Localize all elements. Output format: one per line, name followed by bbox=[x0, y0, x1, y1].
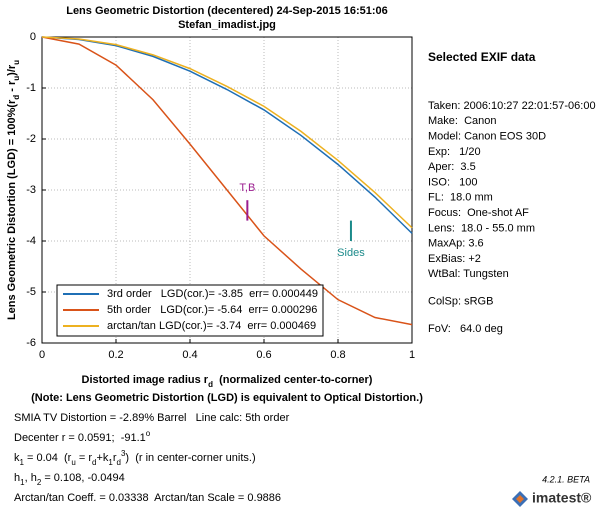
y-tick-label: -4 bbox=[26, 235, 36, 247]
text-part: )/r bbox=[6, 64, 18, 76]
exif-line: ExBias: +2 bbox=[428, 253, 481, 265]
result-line: Arctan/tan Coeff. = 0.03338 Arctan/tan S… bbox=[14, 492, 281, 504]
chart-title: Lens Geometric Distortion (decentered) 2… bbox=[66, 5, 388, 17]
text-part: Distorted image radius r bbox=[82, 374, 209, 386]
result-line: Decenter r = 0.0591; -91.1o bbox=[14, 429, 151, 444]
exif-line: Aper: 3.5 bbox=[428, 161, 476, 173]
text-part: Lens Geometric Distortion (LGD) = 100%(r bbox=[6, 99, 18, 320]
exif-line: Make: Canon bbox=[428, 115, 496, 127]
subscript: 2 bbox=[37, 478, 42, 487]
result-line: k1 = 0.04 (ru = rd+k1rd3) (r in center-c… bbox=[14, 449, 256, 467]
x-tick-label: 0.4 bbox=[182, 349, 197, 361]
x-tick-label: 0.2 bbox=[108, 349, 123, 361]
exif-line: Focus: One-shot AF bbox=[428, 207, 529, 219]
superscript: o bbox=[146, 429, 151, 438]
result-line: h1, h2 = 0.108, -0.0494 bbox=[14, 472, 125, 487]
y-tick-label: -2 bbox=[26, 133, 36, 145]
text-part: SMIA TV Distortion = -2.89% Barrel Line … bbox=[14, 412, 290, 424]
subscript: d bbox=[208, 380, 213, 389]
text-part: +k bbox=[96, 452, 108, 464]
y-tick-label: -5 bbox=[26, 286, 36, 298]
series-line bbox=[41, 36, 413, 234]
y-tick-label: -3 bbox=[26, 184, 36, 196]
text-part: = 0.108, -0.0494 bbox=[41, 472, 124, 484]
exif-line: ISO: 100 bbox=[428, 176, 478, 188]
subscript: 1 bbox=[20, 478, 25, 487]
text-part: h bbox=[14, 472, 20, 484]
plot-frame bbox=[41, 36, 413, 344]
x-axis-label: Distorted image radius rd (normalized ce… bbox=[82, 374, 373, 389]
exif-line: ColSp: sRGB bbox=[428, 296, 493, 308]
y-tick-label: 0 bbox=[30, 31, 36, 43]
exif-line: Taken: 2006:10:27 22:01:57-06:00 bbox=[428, 100, 596, 112]
exif-line: FoV: 64.0 deg bbox=[428, 323, 503, 335]
legend-label: 3rd order LGD(cor.)= -3.85 err= 0.000449 bbox=[107, 288, 318, 300]
legend-label: 5th order LGD(cor.)= -5.64 err= 0.000296 bbox=[107, 304, 317, 316]
text-part: r bbox=[113, 452, 117, 464]
text-part: Decenter r = 0.0591; -91.1 bbox=[14, 432, 146, 444]
superscript: 3 bbox=[121, 449, 126, 458]
exif-line: Lens: 18.0 - 55.0 mm bbox=[428, 222, 535, 234]
text-part: (normalized center-to-corner) bbox=[213, 374, 373, 386]
text-part: - r bbox=[6, 80, 18, 95]
text-part: , h bbox=[25, 472, 37, 484]
y-tick-label: -1 bbox=[26, 82, 36, 94]
x-tick-label: 1 bbox=[409, 349, 415, 361]
logo-icon-inner bbox=[516, 495, 524, 503]
series-line bbox=[41, 36, 413, 229]
x-tick-label: 0 bbox=[39, 349, 45, 361]
subscript: 1 bbox=[20, 458, 25, 467]
legend-box bbox=[56, 284, 324, 337]
subscript: d bbox=[92, 458, 96, 467]
exif-line: Model: Canon EOS 30D bbox=[428, 131, 546, 143]
annotation-label: Sides bbox=[337, 247, 365, 259]
exif-line: FL: 18.0 mm bbox=[428, 192, 493, 204]
note: (Note: Lens Geometric Distortion (LGD) i… bbox=[31, 392, 423, 404]
text-part: k bbox=[14, 452, 20, 464]
subscript: u bbox=[71, 458, 75, 467]
subscript: d bbox=[12, 95, 21, 100]
series-line bbox=[41, 36, 413, 326]
x-tick-label: 0.8 bbox=[330, 349, 345, 361]
text-part: = r bbox=[76, 452, 93, 464]
logo: imatest® bbox=[512, 490, 592, 507]
legend-label: arctan/tan LGD(cor.)= -3.74 err= 0.00046… bbox=[107, 320, 316, 332]
chart-subtitle: Stefan_imadist.jpg bbox=[178, 19, 276, 31]
text-part: = 0.04 (r bbox=[24, 452, 72, 464]
exif-line: Exp: 1/20 bbox=[428, 146, 481, 158]
text-part: Arctan/tan Coeff. = 0.03338 Arctan/tan S… bbox=[14, 492, 281, 504]
exif-title: Selected EXIF data bbox=[428, 50, 536, 64]
y-axis-label: Lens Geometric Distortion (LGD) = 100%(r… bbox=[6, 60, 21, 320]
x-tick-label: 0.6 bbox=[256, 349, 271, 361]
result-line: SMIA TV Distortion = -2.89% Barrel Line … bbox=[14, 412, 290, 424]
brand: imatest® bbox=[532, 490, 592, 506]
y-tick-label: -6 bbox=[26, 337, 36, 349]
subscript: u bbox=[12, 76, 21, 81]
subscript: 1 bbox=[108, 458, 113, 467]
subscript: d bbox=[117, 458, 121, 467]
text-part: ) (r in center-corner units.) bbox=[125, 452, 255, 464]
exif-line: WtBal: Tungsten bbox=[428, 268, 509, 280]
version: 4.2.1. BETA bbox=[542, 474, 590, 484]
exif-line: MaxAp: 3.6 bbox=[428, 238, 484, 250]
subscript: u bbox=[12, 60, 21, 65]
annotation-label: T,B bbox=[239, 182, 255, 194]
